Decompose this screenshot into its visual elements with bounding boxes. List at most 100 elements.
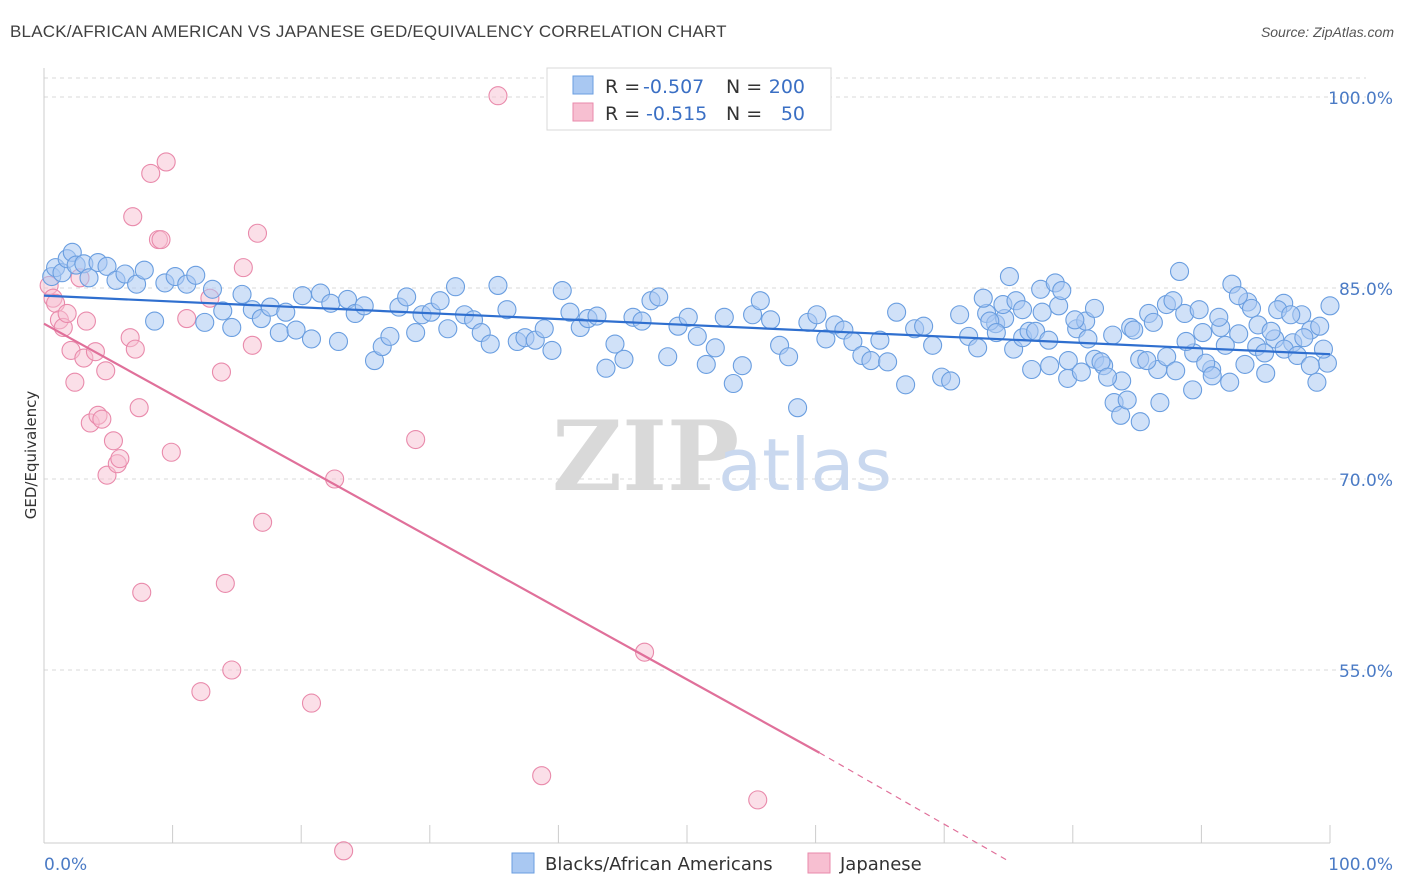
black-points bbox=[42, 242, 1340, 432]
bottom-legend-label-pink: Japanese bbox=[839, 854, 922, 875]
black-point-183 bbox=[1215, 335, 1235, 355]
black-point-48 bbox=[445, 277, 466, 297]
black-point-195 bbox=[1294, 328, 1314, 348]
japanese-point-40 bbox=[301, 693, 322, 713]
japanese-point-19 bbox=[110, 449, 130, 469]
black-point-71 bbox=[649, 287, 669, 307]
japanese-point-34 bbox=[215, 573, 235, 593]
japanese-point-39 bbox=[253, 512, 273, 532]
black-point-14 bbox=[145, 311, 165, 331]
japanese-point-25 bbox=[141, 163, 161, 183]
y-tick-label-0: 55.0% bbox=[1339, 662, 1393, 682]
black-point-172 bbox=[1143, 312, 1163, 332]
japanese-point-21 bbox=[123, 207, 143, 227]
y-tick-label-2: 85.0% bbox=[1339, 280, 1393, 300]
japanese-point-31 bbox=[191, 682, 211, 702]
black-point-23 bbox=[232, 284, 252, 304]
black-point-128 bbox=[1166, 361, 1186, 381]
black-point-64 bbox=[587, 306, 607, 326]
black-point-52 bbox=[480, 334, 500, 354]
black-point-182 bbox=[1209, 307, 1229, 327]
black-point-77 bbox=[705, 338, 725, 358]
black-point-43 bbox=[406, 323, 426, 343]
black-point-189 bbox=[1255, 343, 1275, 363]
black-point-197 bbox=[1307, 372, 1327, 392]
black-point-76 bbox=[696, 354, 716, 374]
legend-swatch-blue bbox=[572, 75, 594, 95]
black-point-169 bbox=[1124, 320, 1144, 340]
black-point-112 bbox=[1022, 359, 1042, 380]
black-point-165 bbox=[1098, 367, 1118, 387]
black-point-177 bbox=[1176, 331, 1196, 352]
black-point-13 bbox=[134, 260, 154, 280]
legend-n-label-pink: N = bbox=[726, 103, 762, 125]
legend-r-label-blue: R = bbox=[605, 76, 640, 98]
black-point-100 bbox=[914, 316, 934, 336]
bottom-legend-swatch-pink bbox=[807, 852, 831, 874]
black-point-27 bbox=[269, 323, 289, 343]
black-point-79 bbox=[723, 373, 743, 394]
black-point-150 bbox=[999, 266, 1019, 287]
black-point-144 bbox=[1310, 316, 1330, 336]
watermark-zip: ZIP bbox=[552, 400, 739, 513]
black-point-162 bbox=[1078, 329, 1098, 349]
black-point-75 bbox=[687, 326, 707, 346]
black-point-29 bbox=[286, 320, 306, 340]
y-tick-labels: 55.0% 70.0% 85.0% 100.0% bbox=[1328, 89, 1393, 682]
japanese-point-29 bbox=[161, 442, 181, 462]
x-tick-labels: 0.0% 100.0% bbox=[44, 855, 1393, 875]
watermark: ZIP atlas bbox=[552, 400, 892, 513]
y-axis-title: GED/Equivalency bbox=[22, 391, 40, 520]
x-tick-label-0: 0.0% bbox=[44, 855, 87, 875]
bottom-legend: Blacks/African Americans Japanese bbox=[511, 852, 922, 875]
black-point-168 bbox=[1117, 390, 1137, 410]
black-point-176 bbox=[1169, 261, 1190, 281]
black-point-85 bbox=[779, 347, 799, 367]
black-point-88 bbox=[807, 305, 827, 325]
japanese-point-10 bbox=[76, 311, 96, 331]
japanese-point-22 bbox=[125, 339, 145, 359]
black-point-134 bbox=[1220, 372, 1240, 392]
japanese-point-28 bbox=[156, 152, 176, 172]
black-point-173 bbox=[1150, 393, 1170, 413]
axes bbox=[43, 68, 1331, 844]
black-point-101 bbox=[923, 335, 943, 355]
black-point-106 bbox=[968, 338, 988, 358]
black-point-60 bbox=[552, 280, 572, 301]
japanese-point-38 bbox=[247, 223, 268, 243]
japanese-point-27 bbox=[151, 230, 171, 250]
black-point-171 bbox=[1137, 351, 1157, 371]
bottom-legend-swatch-blue bbox=[511, 852, 535, 874]
black-point-78 bbox=[714, 307, 734, 327]
legend-n-value-pink: 50 bbox=[781, 103, 805, 125]
black-point-190 bbox=[1261, 321, 1281, 341]
black-point-148 bbox=[986, 323, 1006, 343]
black-point-186 bbox=[1235, 354, 1255, 374]
black-point-80 bbox=[732, 356, 752, 376]
black-point-178 bbox=[1183, 380, 1203, 400]
black-point-89 bbox=[816, 329, 836, 349]
chart-title: BLACK/AFRICAN AMERICAN VS JAPANESE GED/E… bbox=[10, 22, 727, 41]
japanese-point-5 bbox=[57, 303, 77, 324]
black-point-98 bbox=[896, 375, 916, 395]
japanese-point-14 bbox=[92, 409, 112, 429]
black-point-7 bbox=[79, 268, 99, 288]
black-point-155 bbox=[1032, 302, 1052, 322]
black-point-175 bbox=[1163, 291, 1183, 311]
bottom-legend-label-blue: Blacks/African Americans bbox=[545, 854, 773, 875]
black-point-34 bbox=[328, 331, 349, 352]
black-point-193 bbox=[1281, 305, 1301, 325]
black-point-42 bbox=[397, 287, 417, 307]
black-point-104 bbox=[950, 305, 970, 325]
japanese-point-35 bbox=[222, 660, 242, 680]
black-point-31 bbox=[301, 329, 322, 349]
black-point-69 bbox=[632, 311, 652, 331]
black-point-54 bbox=[497, 300, 517, 320]
legend-r-value-blue: -0.507 bbox=[643, 76, 704, 98]
black-point-131 bbox=[1193, 323, 1213, 343]
black-point-97 bbox=[887, 302, 907, 322]
black-point-114 bbox=[1040, 356, 1060, 376]
black-point-58 bbox=[534, 319, 554, 339]
black-point-152 bbox=[1012, 300, 1033, 320]
